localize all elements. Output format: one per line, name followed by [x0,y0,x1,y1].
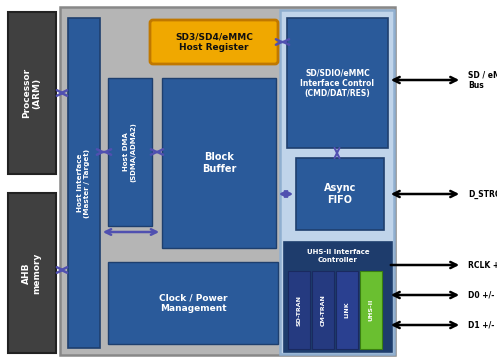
Bar [68,18,100,348]
Text: SD3/SD4/eMMC
Host Register: SD3/SD4/eMMC Host Register [175,32,253,52]
Bar [288,271,310,349]
Bar [8,12,56,174]
Bar [284,242,392,352]
Text: D1 +/-: D1 +/- [468,321,495,330]
Bar [108,262,278,344]
Text: D0 +/-: D0 +/- [468,291,495,300]
Text: Host DMA
(SDMA/ADMA2): Host DMA (SDMA/ADMA2) [123,122,137,182]
Bar [287,18,388,148]
Bar [336,271,358,349]
Text: Processor
(ARM): Processor (ARM) [22,68,42,118]
Bar [8,193,56,353]
Bar [312,271,334,349]
Text: Block
Buffer: Block Buffer [202,152,236,174]
Bar [108,78,152,226]
Text: SD/SDIO/eMMC
Interface Control
(CMD/DAT/RES): SD/SDIO/eMMC Interface Control (CMD/DAT/… [301,68,375,98]
Bar [162,78,276,248]
Text: RCLK +/-: RCLK +/- [468,261,497,270]
Bar [296,158,384,230]
FancyBboxPatch shape [150,20,278,64]
Text: AHB
memory: AHB memory [22,252,42,294]
Text: Clock / Power
Management: Clock / Power Management [159,293,227,313]
Text: UHS-II Interface
Controller: UHS-II Interface Controller [307,249,369,262]
Bar [360,271,382,349]
Text: D_STROBE: D_STROBE [468,190,497,199]
Text: SD-TRAN: SD-TRAN [297,295,302,326]
Text: SD / eMMC
Bus: SD / eMMC Bus [468,70,497,90]
Text: UHS-II: UHS-II [368,299,374,321]
Bar [280,10,394,354]
Text: Host Interface
(Master / Target): Host Interface (Master / Target) [78,148,90,218]
Bar [60,7,395,355]
Text: Async
FIFO: Async FIFO [324,183,356,205]
Text: LINK: LINK [344,302,349,318]
Text: CM-TRAN: CM-TRAN [321,294,326,326]
